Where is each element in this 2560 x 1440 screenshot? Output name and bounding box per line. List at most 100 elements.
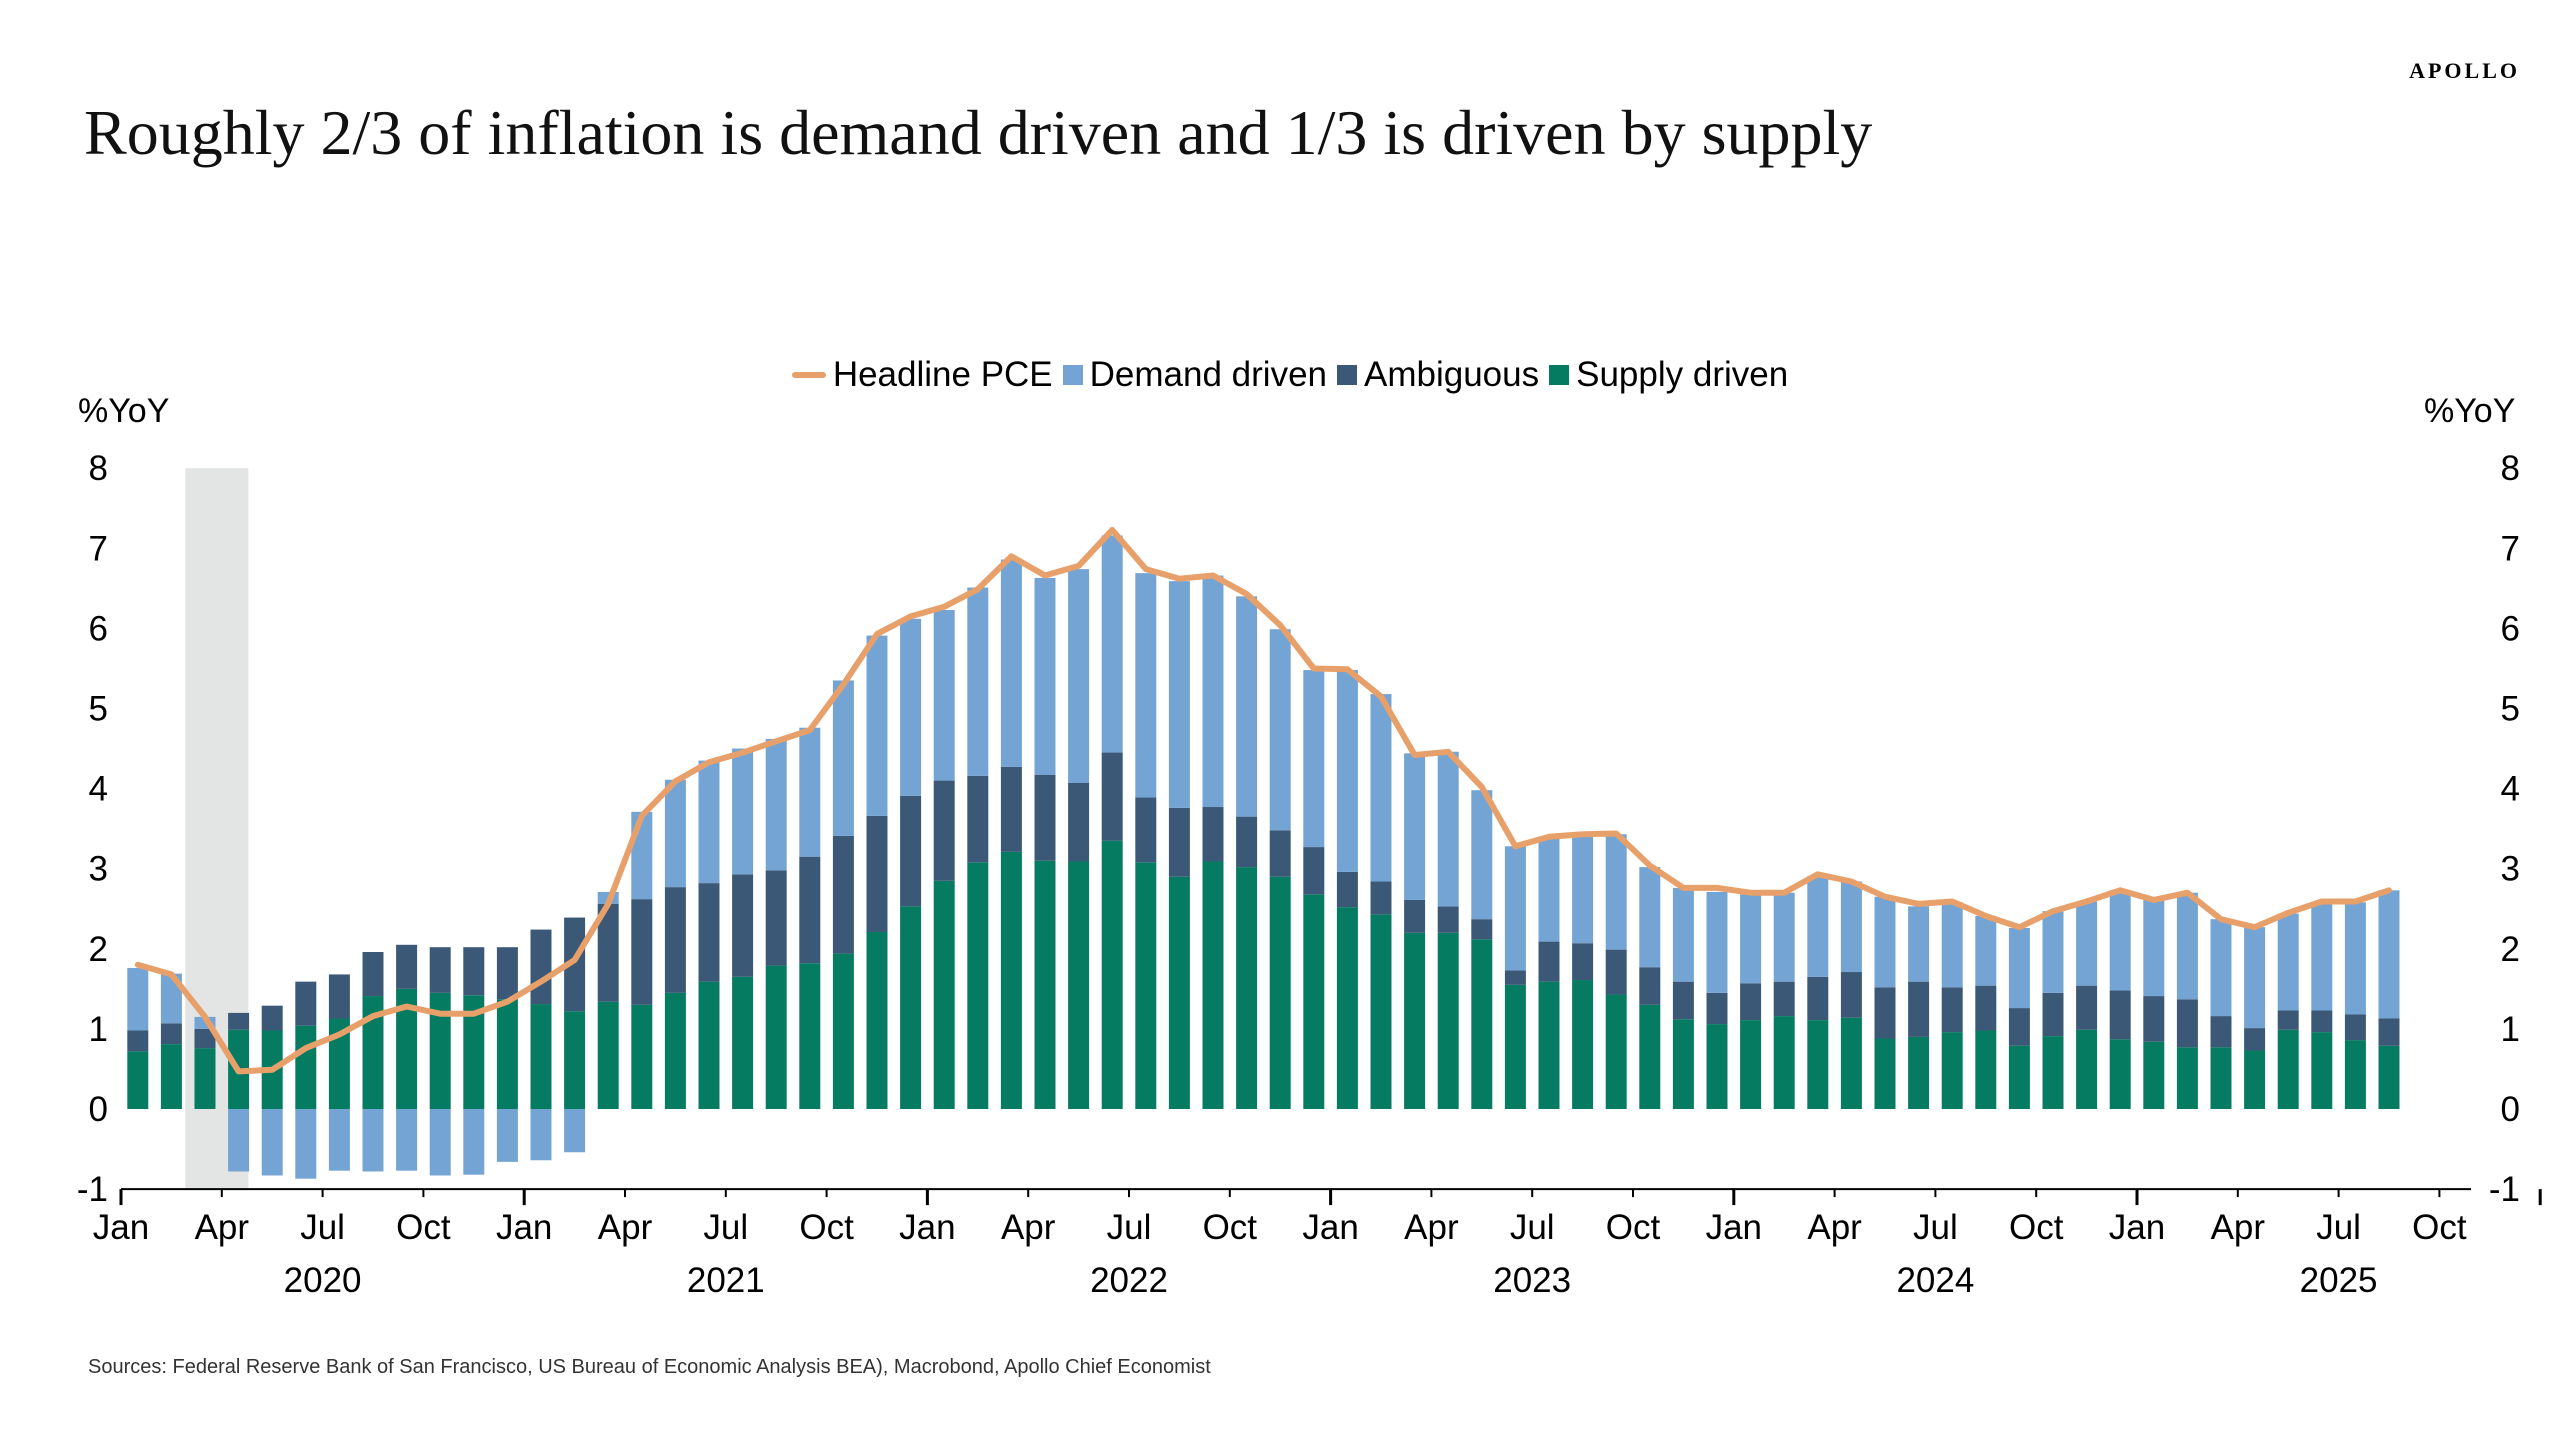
bar-ambiguous [2344,1014,2366,1041]
bar-ambiguous [496,947,518,1000]
bar-demand [1202,575,1224,808]
bar-demand [732,748,754,875]
bar-ambiguous [664,887,686,993]
bar-supply [1538,981,1560,1109]
bar-demand [1504,846,1526,971]
bar-ambiguous [866,815,888,932]
x-tick-label: Jul [300,1208,345,1247]
bar-supply [732,976,754,1109]
bar-demand [631,811,653,900]
y-tick-label-left: 7 [89,529,108,568]
bar-ambiguous [396,944,418,989]
bar-demand [1807,875,1829,977]
bar-demand [2008,927,2030,1009]
bar-ambiguous [1336,871,1358,908]
x-year-label: 2020 [284,1261,362,1300]
y-tick-label-left: 1 [89,1010,108,1049]
bar-supply [1269,876,1291,1109]
legend-swatch-ambiguous [1337,365,1357,385]
bar-demand [1975,915,1997,986]
bar-demand [228,1109,250,1172]
bar-demand [967,587,989,776]
bar-supply [832,953,854,1109]
y-tick-label-left: 8 [89,449,108,488]
line-headline-pce [134,526,2392,1075]
x-tick-label: Apr [195,1208,250,1247]
bar-supply [1874,1038,1896,1109]
bar-supply [530,1004,552,1109]
x-tick-label: Jan [496,1208,552,1247]
bar-supply [1639,1004,1661,1109]
legend-label-demand: Demand driven [1089,355,1327,394]
bar-ambiguous [429,947,451,993]
x-tick-label: Jan [1706,1208,1762,1247]
bar-supply [1068,861,1090,1109]
x-tick-label: Jul [1107,1208,1152,1247]
bar-ambiguous [1572,943,1594,981]
legend-line-pce [791,372,826,378]
y-tick-label-right: 5 [2501,690,2520,729]
x-tick-label: Apr [2211,1208,2266,1247]
bar-demand [2244,927,2266,1029]
bar-demand [1706,891,1728,993]
bar-ambiguous [1840,972,1862,1018]
bar-demand [396,1109,418,1171]
bar-supply [1840,1017,1862,1109]
bar-ambiguous [698,883,720,982]
x-tick-label: Jan [2109,1208,2165,1247]
bar-ambiguous [2311,1010,2333,1033]
bar-supply [1975,1030,1997,1109]
bar-demand [1404,753,1426,900]
bar-demand [2042,911,2064,993]
bar-ambiguous [1874,987,1896,1039]
bar-demand [1370,694,1392,882]
x-year-label: 2024 [1896,1261,1974,1300]
bar-ambiguous [194,1028,216,1049]
bar-demand [127,968,149,1031]
x-tick-label: Jul [1913,1208,1958,1247]
bar-supply [1672,1019,1694,1109]
bar-demand [429,1109,451,1176]
y-tick-label-left: 6 [89,609,108,648]
bar-demand [530,1109,552,1161]
legend-item-supply: Supply driven [1549,355,1788,395]
bar-demand [2277,913,2299,1011]
y-tick-label-right: 1 [2501,1010,2520,1049]
x-tick-label: Jan [899,1208,955,1247]
bar-supply [2378,1045,2400,1109]
bar-ambiguous [2008,1008,2030,1046]
bar-ambiguous [160,1023,182,1045]
x-year-label: 2022 [1090,1261,1168,1300]
bar-supply [799,963,821,1109]
x-year-label: 2023 [1493,1261,1571,1300]
legend-item-ambiguous: Ambiguous [1337,355,1539,395]
bar-supply [1605,994,1627,1109]
bar-demand [1773,892,1795,982]
bar-demand [2344,902,2366,1015]
x-tick-label: Oct [2009,1208,2064,1247]
bar-ambiguous [328,974,350,1019]
y-tick-label-right: 0 [2501,1090,2520,1129]
y-tick-label-left: 5 [89,690,108,729]
bar-demand [698,760,720,884]
x-tick-label: Apr [598,1208,653,1247]
bar-ambiguous [2176,999,2198,1048]
bar-supply [1034,860,1056,1109]
bar-demand [1572,835,1594,944]
bar-supply [597,1001,619,1109]
bar-ambiguous [1269,830,1291,877]
bar-ambiguous [1000,766,1022,852]
bar-ambiguous [1168,807,1190,877]
y-axis-label-left: %YoY [78,392,170,430]
y-tick-label-right: 4 [2501,770,2520,809]
bar-ambiguous [1135,797,1157,863]
x-tick-label: Jul [1510,1208,1555,1247]
bar-ambiguous [2042,992,2064,1037]
x-tick-label: Oct [799,1208,854,1247]
legend-item-demand: Demand driven [1062,355,1327,395]
bar-supply [2042,1036,2064,1109]
x-year-label: 2021 [687,1261,765,1300]
bar-ambiguous [1639,967,1661,1005]
bar-ambiguous [1605,949,1627,995]
